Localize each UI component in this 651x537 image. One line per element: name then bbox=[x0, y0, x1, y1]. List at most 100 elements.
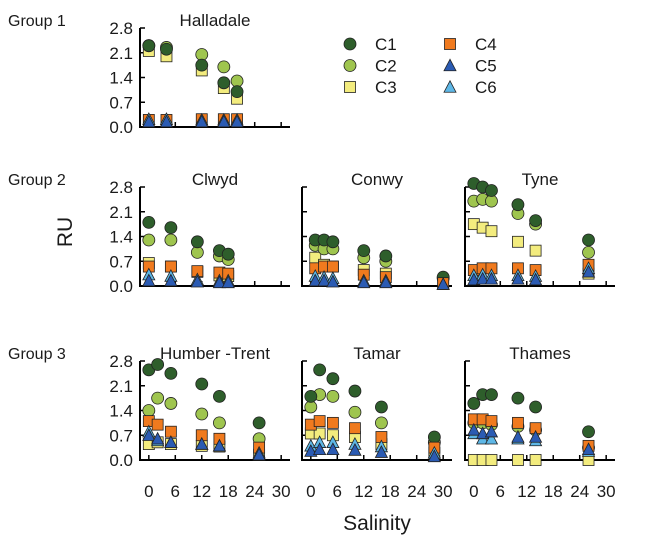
data-point-c5 bbox=[348, 443, 362, 456]
panel-title: Tyne bbox=[522, 170, 559, 189]
data-point-c1 bbox=[213, 389, 226, 403]
y-tick-label: 2.1 bbox=[109, 203, 133, 222]
data-point-c1 bbox=[142, 215, 156, 229]
data-point-c1 bbox=[427, 430, 441, 444]
data-point-c5 bbox=[581, 264, 596, 278]
panel-tamar: Tamar 0 6 12 18 24 30 bbox=[301, 344, 453, 501]
x-tick-label: 0 bbox=[306, 482, 315, 501]
x-tick-label: 6 bbox=[171, 482, 180, 501]
data-point-c1 bbox=[485, 184, 498, 197]
y-tick-label: 0.0 bbox=[109, 277, 133, 296]
data-point-c1 bbox=[529, 214, 542, 227]
y-axis-title: RU bbox=[54, 217, 77, 247]
data-point-c5 bbox=[150, 431, 165, 445]
data-point-c1 bbox=[190, 235, 204, 249]
x-tick-label: 18 bbox=[219, 482, 238, 501]
group-label: Group 1 bbox=[8, 13, 66, 30]
y-tick-label: 1.4 bbox=[109, 228, 133, 247]
data-point-c3 bbox=[485, 225, 498, 238]
x-tick-label: 24 bbox=[570, 482, 589, 501]
data-point-c3 bbox=[529, 454, 542, 466]
data-point-c5 bbox=[308, 273, 322, 287]
data-point-c1 bbox=[195, 58, 209, 72]
y-tick-label: 2.1 bbox=[109, 377, 133, 396]
data-point-c1 bbox=[230, 85, 244, 99]
data-point-c2 bbox=[304, 400, 318, 414]
data-point-c2 bbox=[190, 246, 204, 259]
data-point-c1 bbox=[313, 363, 327, 377]
panel-title: Halladale bbox=[180, 11, 251, 30]
data-point-c4 bbox=[512, 416, 524, 429]
data-point-c4 bbox=[151, 418, 164, 431]
x-tick-label: 30 bbox=[272, 482, 291, 501]
data-point-c3 bbox=[512, 454, 524, 466]
panel-humber-trent: Humber -Trent 0.0 0.7 1.4 2.1 2.8 0 6 12 18 24 30 bbox=[109, 344, 290, 501]
data-point-c5 bbox=[212, 438, 227, 452]
y-tick-label: 0.0 bbox=[109, 118, 133, 137]
data-point-c5 bbox=[374, 445, 389, 458]
data-point-c1 bbox=[304, 389, 318, 403]
y-tick-label: 0.7 bbox=[109, 93, 133, 112]
x-tick-label: 24 bbox=[245, 482, 264, 501]
legend-label-c5: C5 bbox=[475, 57, 497, 76]
data-point-c2 bbox=[217, 60, 231, 74]
legend-marker-c3 bbox=[344, 81, 356, 93]
data-point-c5 bbox=[142, 273, 156, 287]
group-label: Group 2 bbox=[8, 172, 66, 189]
y-tick-label: 2.1 bbox=[109, 44, 133, 63]
data-point-c5 bbox=[528, 272, 543, 286]
data-point-c2 bbox=[485, 194, 498, 208]
data-point-c1 bbox=[326, 235, 340, 249]
x-tick-label: 30 bbox=[434, 482, 453, 501]
data-point-c2 bbox=[213, 416, 226, 430]
y-tick-label: 2.8 bbox=[109, 352, 133, 371]
legend: C1 C2 C3 C4 C5 C6 bbox=[343, 35, 497, 97]
data-point-c5 bbox=[212, 275, 227, 289]
x-tick-label: 18 bbox=[381, 482, 400, 501]
data-point-c5 bbox=[511, 271, 525, 285]
data-point-c5 bbox=[436, 277, 450, 290]
panel-title: Thames bbox=[509, 344, 570, 363]
data-point-c5 bbox=[195, 437, 209, 450]
legend-marker-c5 bbox=[443, 58, 457, 72]
data-point-c1 bbox=[467, 397, 481, 410]
data-point-c5 bbox=[164, 273, 178, 287]
data-point-c5 bbox=[230, 114, 244, 128]
data-point-c5 bbox=[312, 442, 327, 456]
data-point-c2 bbox=[326, 389, 340, 403]
data-point-c1 bbox=[164, 366, 178, 380]
data-point-c1 bbox=[326, 372, 340, 386]
panel-title: Tamar bbox=[353, 344, 401, 363]
panel-title: Conwy bbox=[351, 170, 403, 189]
data-point-c2 bbox=[151, 391, 165, 405]
data-point-c2 bbox=[164, 233, 178, 247]
data-point-c2 bbox=[195, 48, 209, 61]
y-tick-label: 0.7 bbox=[109, 426, 133, 445]
data-point-c5 bbox=[475, 271, 490, 285]
panel-title: Humber -Trent bbox=[160, 344, 270, 363]
data-point-c1 bbox=[375, 400, 388, 414]
data-point-c1 bbox=[511, 391, 525, 405]
x-tick-label: 12 bbox=[192, 482, 211, 501]
x-tick-label: 0 bbox=[144, 482, 153, 501]
data-point-c5 bbox=[317, 273, 331, 287]
panel-halladale: Halladale 0.0 0.7 1.4 2.1 2.8 bbox=[109, 11, 290, 137]
data-point-c5 bbox=[528, 429, 543, 443]
y-tick-label: 1.4 bbox=[109, 402, 133, 421]
x-tick-label: 30 bbox=[597, 482, 616, 501]
data-point-c2 bbox=[582, 246, 595, 259]
data-point-c1 bbox=[195, 377, 209, 391]
data-point-c1 bbox=[221, 247, 235, 261]
data-point-c5 bbox=[467, 422, 481, 436]
data-point-c5 bbox=[581, 442, 596, 456]
legend-label-c3: C3 bbox=[375, 78, 397, 97]
data-point-c4 bbox=[313, 415, 326, 428]
data-point-c5 bbox=[142, 428, 156, 441]
data-point-c1 bbox=[252, 416, 266, 430]
x-tick-label: 0 bbox=[469, 482, 478, 501]
data-point-c5 bbox=[326, 442, 340, 456]
y-tick-label: 1.4 bbox=[109, 69, 133, 88]
data-point-c1 bbox=[357, 244, 371, 258]
data-point-c1 bbox=[164, 221, 178, 235]
